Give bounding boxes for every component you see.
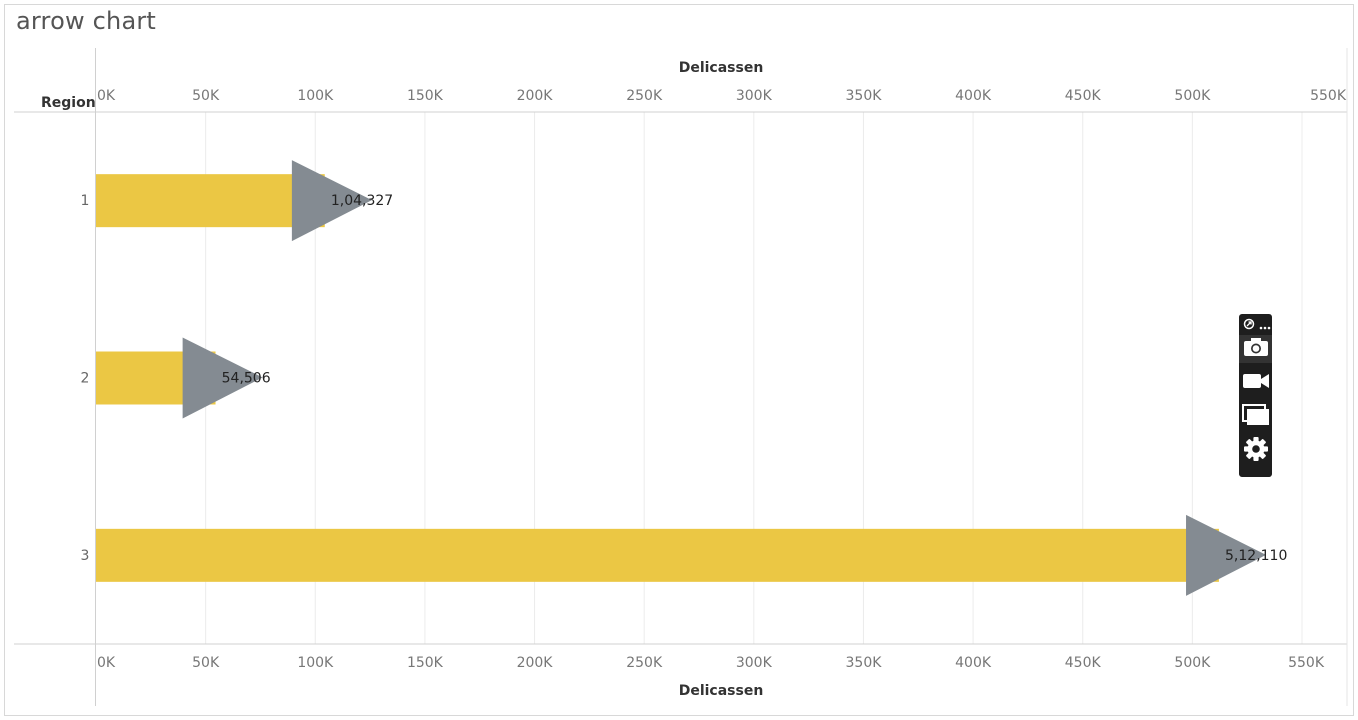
arrow-marker — [291, 160, 372, 242]
bottom-tick-label: 200K — [517, 655, 554, 671]
bottom-tick-label: 300K — [736, 655, 773, 671]
top-tick-label: 150K — [407, 88, 444, 104]
bottom-tick-label: 150K — [407, 655, 444, 671]
top-tick-label: 400K — [955, 88, 992, 104]
bottom-tick-label: 400K — [955, 655, 992, 671]
arrow-marker — [182, 337, 263, 419]
settings-button[interactable] — [1239, 437, 1272, 465]
chart-frame — [4, 4, 1354, 716]
y-axis-title: Region — [41, 95, 96, 111]
more-icon[interactable] — [1259, 315, 1271, 334]
window-icon — [1241, 404, 1270, 430]
top-tick-label: 450K — [1065, 88, 1102, 104]
value-label: 5,12,110 — [1225, 548, 1287, 564]
bar — [96, 174, 325, 228]
top-tick-label: 250K — [626, 88, 663, 104]
arrow-marker — [1186, 514, 1267, 596]
top-tick-label: 300K — [736, 88, 773, 104]
value-label: 1,04,327 — [331, 193, 393, 209]
floating-toolbar — [1239, 314, 1272, 477]
category-label: 1 — [81, 193, 90, 209]
gear-icon — [1243, 436, 1269, 466]
bottom-tick-label: 500K — [1174, 655, 1211, 671]
top-tick-label: 350K — [846, 88, 883, 104]
bar — [96, 528, 1219, 582]
bottom-tick-label: 550K — [1288, 655, 1325, 671]
bottom-tick-label: 100K — [297, 655, 334, 671]
top-tick-label: 100K — [297, 88, 334, 104]
chart-title: arrow chart — [16, 7, 157, 35]
value-label: 54,506 — [222, 371, 271, 387]
camera-icon — [1243, 337, 1269, 361]
bottom-tick-label: 50K — [192, 655, 220, 671]
top-tick-label: 550K — [1310, 88, 1347, 104]
top-tick-label: 200K — [517, 88, 554, 104]
x-axis-title-bottom: Delicassen — [679, 683, 764, 699]
category-label: 3 — [81, 548, 90, 564]
top-tick-label: 0K — [97, 88, 116, 104]
bottom-tick-label: 450K — [1065, 655, 1102, 671]
screenshot-button[interactable] — [1239, 335, 1272, 363]
x-axis-title-top: Delicassen — [679, 60, 764, 76]
share-icon[interactable] — [1243, 315, 1255, 334]
record-button[interactable] — [1239, 369, 1272, 397]
toolbar-header — [1239, 316, 1272, 332]
video-icon — [1242, 372, 1270, 394]
bottom-tick-label: 250K — [626, 655, 663, 671]
category-label: 2 — [81, 371, 90, 387]
top-tick-label: 50K — [192, 88, 220, 104]
bottom-tick-label: 350K — [846, 655, 883, 671]
window-button[interactable] — [1239, 403, 1272, 431]
bottom-tick-label: 0K — [97, 655, 116, 671]
top-tick-label: 500K — [1174, 88, 1211, 104]
